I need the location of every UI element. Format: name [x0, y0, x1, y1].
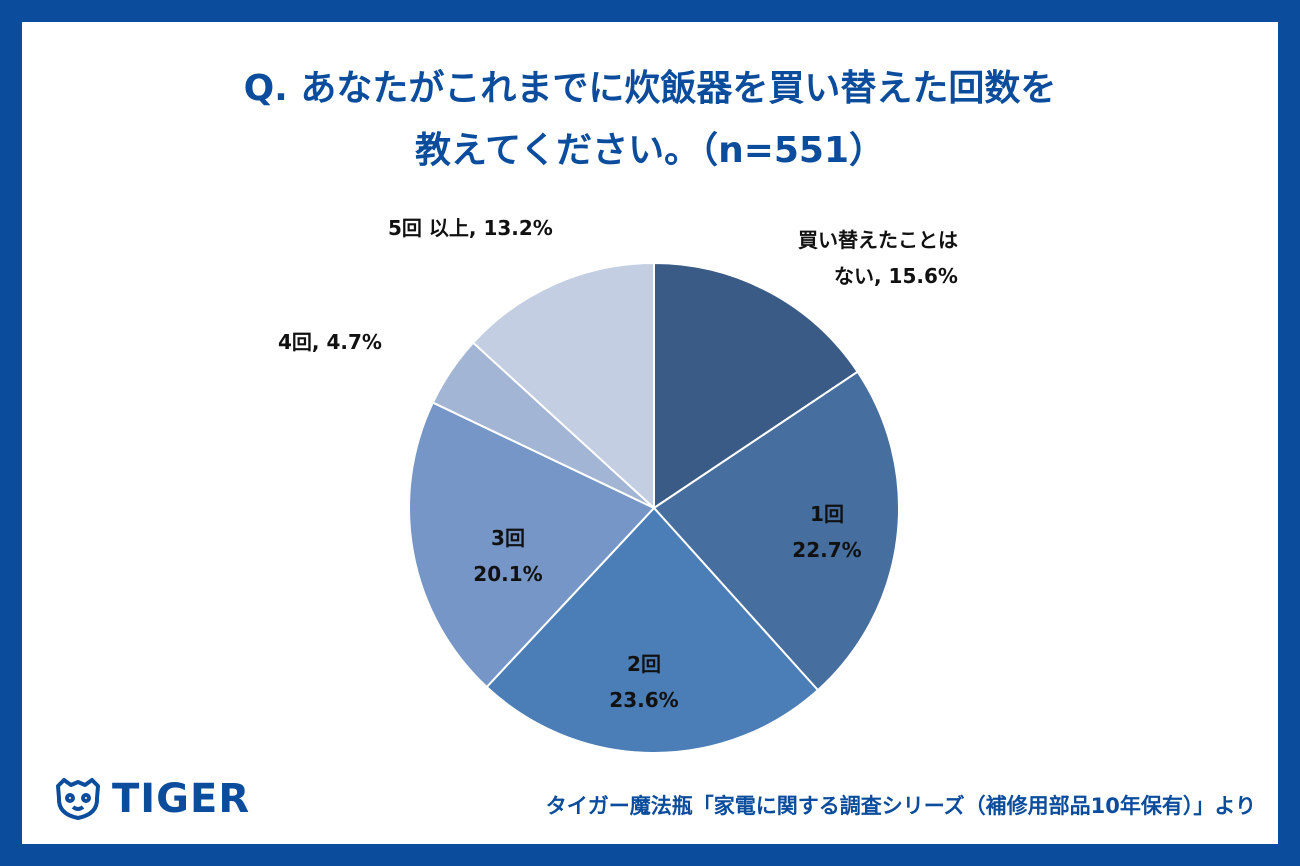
slice-label-3-name: 3回 [491, 526, 525, 550]
pie-slice-0 [653, 261, 860, 510]
slice-label-3: 3回 20.1% [463, 520, 553, 592]
chart-title: Q. あなたがこれまでに炊飯器を買い替えた回数を 教えてください。（n=551） [22, 58, 1278, 182]
chart-card: Q. あなたがこれまでに炊飯器を買い替えた回数を 教えてください。（n=551）… [22, 22, 1278, 844]
slice-label-1: 1回 22.7% [782, 496, 872, 568]
slice-label-2-value: 23.6% [609, 688, 679, 712]
pie-slice-3 [408, 401, 656, 689]
pie-chart [408, 261, 900, 754]
pie-slice-2 [485, 506, 820, 754]
slice-label-1-value: 22.7% [792, 538, 862, 562]
slice-label-none-line-2: ない, 15.6% [834, 264, 958, 288]
pie-slice-1 [652, 370, 900, 692]
slice-label-2: 2回 23.6% [599, 646, 689, 718]
slice-label-2-name: 2回 [627, 652, 661, 676]
slice-label-1-name: 1回 [810, 502, 844, 526]
slice-label-none-line-1: 買い替えたことは [798, 228, 958, 252]
logo-text: TIGER [112, 776, 251, 822]
tiger-logo: TIGER [52, 774, 250, 824]
chart-title-line-2: 教えてください。（n=551） [414, 130, 886, 171]
slice-label-3-value: 20.1% [473, 562, 543, 586]
slice-label-4: 4回, 4.7% [278, 330, 382, 354]
pie-slice-5 [471, 261, 655, 511]
slice-label-none: 買い替えたことは ない, 15.6% [798, 222, 958, 294]
slice-label-5plus: 5回 以上, 13.2% [388, 216, 553, 240]
source-note: タイガー魔法瓶「家電に関する調査シリーズ（補修用部品10年保有）」より [545, 794, 1256, 818]
chart-title-line-1: Q. あなたがこれまでに炊飯器を買い替えた回数を [243, 68, 1057, 109]
tiger-face-icon [56, 778, 100, 820]
